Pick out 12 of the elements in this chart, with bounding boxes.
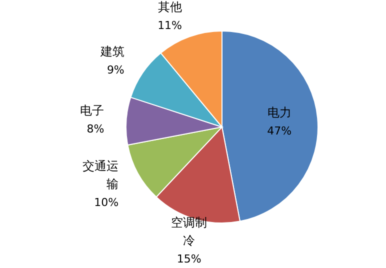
data-label: 9%	[106, 64, 124, 77]
slice-label: 空调制冷	[171, 215, 208, 248]
slice-label: 其他	[158, 0, 182, 14]
slice-label: 建筑	[99, 44, 124, 59]
slice-label: 电力	[267, 106, 292, 120]
slice-label: 交通运输	[82, 158, 119, 191]
data-label: 15%	[176, 252, 202, 266]
slice-label: 电子	[80, 104, 104, 118]
data-label: 11%	[158, 18, 182, 32]
data-label: 8%	[86, 122, 104, 136]
data-label: 10%	[94, 196, 119, 209]
data-label: 47%	[267, 124, 292, 138]
